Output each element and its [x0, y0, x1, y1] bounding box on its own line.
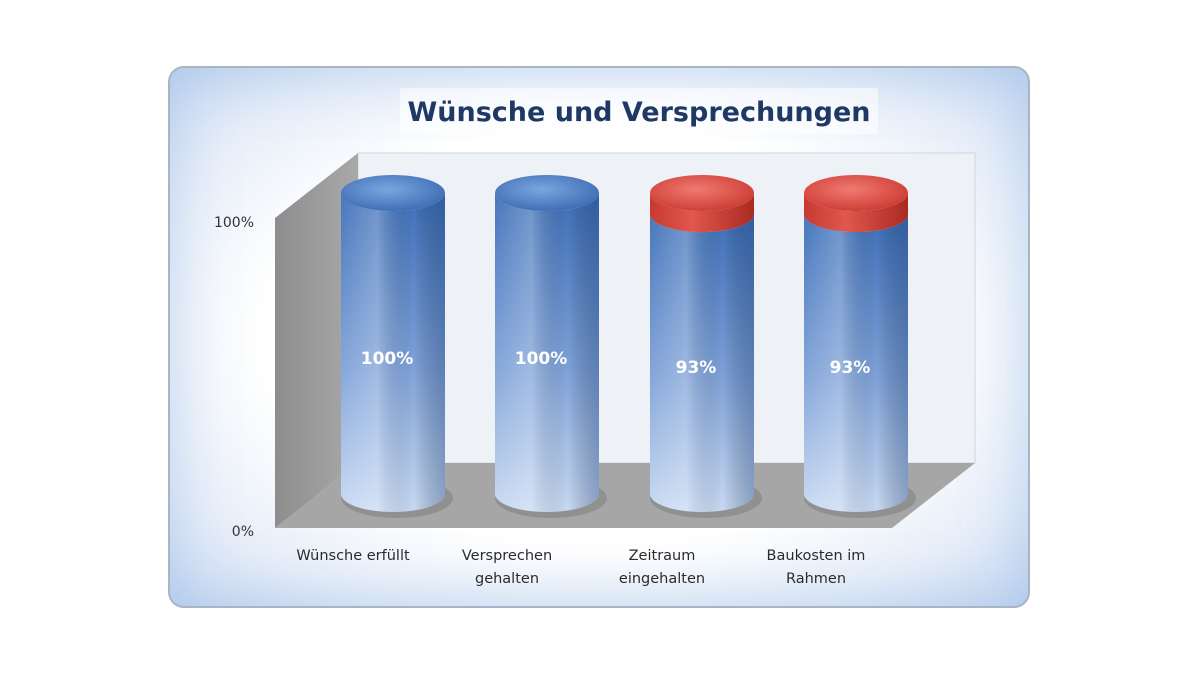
bar-top [495, 175, 599, 211]
category-label: gehalten [475, 571, 539, 587]
category-label: Rahmen [786, 571, 846, 587]
bar-value-label: 100% [361, 349, 414, 369]
chart-title: Wünsche und Versprechungen [407, 97, 870, 128]
bar-remainder-top [804, 175, 908, 211]
title-backdrop [400, 88, 878, 134]
bar-remainder [804, 193, 908, 233]
bar-remainder-top [650, 175, 754, 211]
floor [275, 463, 975, 528]
bar-value-label: 100% [515, 349, 568, 369]
category-label: Baukosten im [767, 548, 866, 564]
bar-3: 93% [804, 175, 916, 518]
category-label: Wünsche erfüllt [296, 548, 410, 564]
bar-remainder [650, 193, 754, 233]
category-label: Zeitraum [629, 548, 696, 564]
category-label: Versprechen [462, 548, 552, 564]
bar-body-shade [495, 193, 599, 512]
bar-top [341, 175, 445, 211]
category-labels: Wünsche erfüllt Versprechen gehalten Zeitra… [296, 548, 865, 587]
y-tick-0: 0% [232, 524, 254, 540]
bar-body-shade [341, 193, 445, 512]
bar-2: 93% [650, 175, 762, 518]
bar-body-shade [650, 214, 754, 512]
bar-1: 100% [495, 175, 607, 518]
bar-series: 100% 100% 93% 93% [341, 175, 916, 518]
bar-value-label: 93% [676, 358, 717, 378]
bar-value-label: 93% [830, 358, 871, 378]
bar-body-shade [804, 214, 908, 512]
y-tick-100: 100% [214, 215, 254, 231]
category-label: eingehalten [619, 571, 705, 587]
bar-0: 100% [341, 175, 453, 518]
side-wall [275, 153, 358, 528]
